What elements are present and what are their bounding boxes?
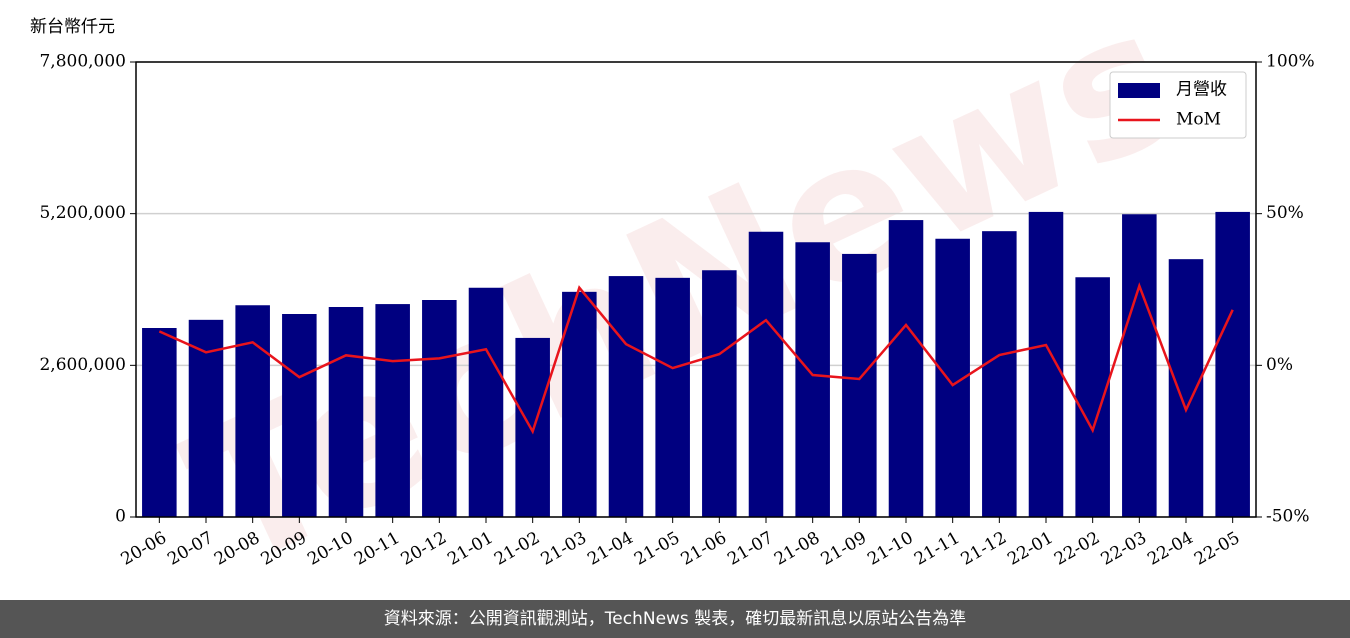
bar bbox=[328, 307, 364, 517]
x-tick-label: 21-01 bbox=[444, 528, 496, 570]
x-tick-label: 21-02 bbox=[491, 528, 543, 570]
bar bbox=[375, 304, 410, 517]
bar bbox=[282, 314, 317, 517]
bar bbox=[982, 231, 1017, 517]
bar bbox=[1215, 211, 1250, 517]
bar bbox=[748, 231, 784, 517]
bar bbox=[235, 305, 270, 517]
x-tick-label: 22-04 bbox=[1144, 528, 1196, 570]
bar bbox=[1075, 277, 1110, 517]
y-tick-label: 0 bbox=[115, 507, 126, 527]
bar bbox=[562, 291, 597, 517]
bar bbox=[468, 287, 504, 517]
bar bbox=[142, 328, 177, 517]
y-tick-label: 2,600,000 bbox=[39, 355, 126, 375]
bar bbox=[422, 300, 457, 517]
bar bbox=[608, 276, 644, 517]
x-tick-label: 21-09 bbox=[818, 528, 870, 570]
bar bbox=[655, 277, 690, 517]
legend-label: MoM bbox=[1176, 110, 1221, 130]
x-tick-label: 21-04 bbox=[584, 528, 636, 570]
chart: 新台幣仟元 TechNews 02,600,0005,200,0007,800,… bbox=[30, 0, 1315, 600]
bar bbox=[795, 242, 830, 517]
legend-swatch bbox=[1118, 83, 1160, 98]
y-axis-label: 新台幣仟元 bbox=[30, 17, 115, 37]
x-tick-label: 22-03 bbox=[1098, 528, 1150, 570]
x-tick-label: 21-10 bbox=[864, 528, 916, 570]
x-tick-label: 21-11 bbox=[911, 528, 963, 570]
x-tick-label: 22-01 bbox=[1004, 528, 1056, 570]
y-tick-label: 5,200,000 bbox=[39, 203, 126, 223]
x-tick-label: 21-12 bbox=[958, 528, 1010, 570]
footer: 資料來源：公開資訊觀測站，TechNews 製表，確切最新訊息以原站公告為準 bbox=[0, 600, 1350, 638]
x-tick-label: 21-05 bbox=[631, 528, 683, 570]
y2-tick-label: 50% bbox=[1266, 203, 1304, 223]
x-tick-label: 21-06 bbox=[678, 528, 730, 570]
bar bbox=[1028, 211, 1064, 517]
x-tick-label: 20-07 bbox=[164, 528, 216, 570]
y2-tick-label: -50% bbox=[1266, 507, 1310, 527]
x-tick-label: 21-03 bbox=[538, 528, 590, 570]
line bbox=[158, 282, 1234, 435]
x-tick-label: 21-07 bbox=[724, 528, 776, 570]
x-tick-label: 20-06 bbox=[118, 528, 170, 570]
bar bbox=[888, 220, 924, 518]
y-tick-label: 7,800,000 bbox=[39, 52, 126, 72]
bar bbox=[1168, 259, 1204, 517]
bar bbox=[702, 270, 737, 517]
x-tick-label: 21-08 bbox=[771, 528, 823, 570]
y2-tick-label: 100% bbox=[1266, 52, 1315, 72]
x-tick-label: 22-02 bbox=[1051, 528, 1103, 570]
bar bbox=[1122, 214, 1157, 517]
legend-label: 月營收 bbox=[1176, 80, 1227, 100]
x-tick-label: 22-05 bbox=[1191, 528, 1243, 570]
plot-frame bbox=[135, 61, 1257, 518]
bar bbox=[842, 253, 877, 517]
y2-tick-label: 0% bbox=[1266, 355, 1293, 375]
